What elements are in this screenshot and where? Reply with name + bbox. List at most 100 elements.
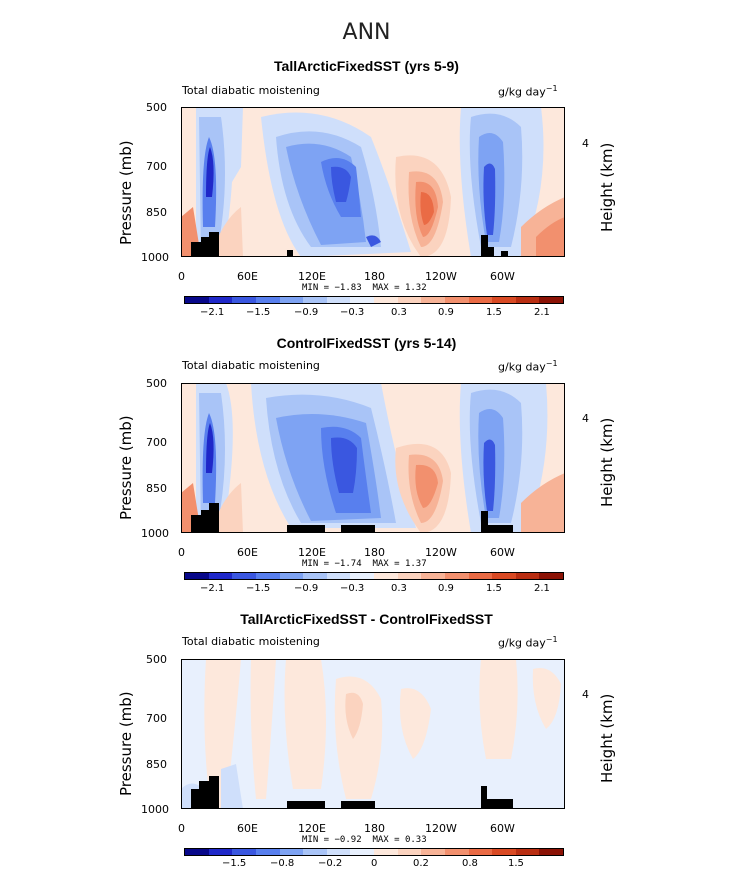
y-tick: 500 xyxy=(146,653,167,666)
colorbar-swatch xyxy=(303,297,327,303)
y-tick: 1000 xyxy=(141,251,169,264)
colorbar-label: 1.5 xyxy=(486,583,502,594)
colorbar-swatch xyxy=(374,297,398,303)
field-label: Total diabatic moistening xyxy=(182,635,320,648)
colorbar-label: 0.3 xyxy=(391,583,407,594)
colorbar-swatch xyxy=(515,573,540,579)
min-max-label: MIN = −0.92 MAX = 0.33 xyxy=(302,835,427,845)
colorbar-label: −0.9 xyxy=(294,307,319,318)
y-tick: 500 xyxy=(146,377,167,390)
panel-title: TallArcticFixedSST - ControlFixedSST xyxy=(240,611,493,627)
colorbar-swatch xyxy=(350,573,374,579)
y-axis-label-right: Height (km) xyxy=(598,142,616,232)
y-axis-label: Pressure (mb) xyxy=(117,415,135,520)
x-tick: 60W xyxy=(490,270,515,283)
colorbar-label: 0.3 xyxy=(391,307,407,318)
colorbar-label: 0.9 xyxy=(438,583,454,594)
colorbar-label: 1.5 xyxy=(508,858,524,869)
y-tick: 700 xyxy=(146,712,167,725)
contour-plot xyxy=(181,383,565,533)
x-tick: 120W xyxy=(425,546,457,559)
field-label: Total diabatic moistening xyxy=(182,84,320,97)
colorbar-swatch xyxy=(232,297,256,303)
colorbar-swatch xyxy=(185,849,209,855)
colorbar xyxy=(184,296,564,304)
y-tick-right: 4 xyxy=(582,412,589,425)
colorbar-swatch xyxy=(208,849,233,855)
panel-title: TallArcticFixedSST (yrs 5-9) xyxy=(274,58,459,74)
colorbar xyxy=(184,572,564,580)
colorbar-swatch xyxy=(326,573,351,579)
colorbar-swatch xyxy=(444,573,469,579)
y-tick: 1000 xyxy=(141,803,169,816)
contour-plot xyxy=(181,107,565,257)
colorbar-swatch xyxy=(326,849,351,855)
colorbar-swatch xyxy=(421,573,445,579)
colorbar-swatch xyxy=(421,297,445,303)
colorbar-label: 0.8 xyxy=(462,858,478,869)
colorbar-swatch xyxy=(397,849,422,855)
y-tick: 1000 xyxy=(141,527,169,540)
colorbar-label: 2.1 xyxy=(534,583,550,594)
colorbar-swatch xyxy=(208,297,233,303)
y-tick: 700 xyxy=(146,436,167,449)
figure-title: ANN xyxy=(342,20,391,45)
field-label: Total diabatic moistening xyxy=(182,359,320,372)
colorbar-label: 0.9 xyxy=(438,307,454,318)
colorbar-label: −0.3 xyxy=(340,307,365,318)
x-tick: 0 xyxy=(178,822,185,835)
colorbar-swatch xyxy=(303,573,327,579)
colorbar-swatch xyxy=(539,297,563,303)
colorbar-swatch xyxy=(232,849,256,855)
colorbar-swatch xyxy=(279,573,304,579)
units-label: g/kg day−1 xyxy=(498,359,558,374)
x-tick: 120E xyxy=(298,822,326,835)
y-tick: 850 xyxy=(146,482,167,495)
x-tick: 120E xyxy=(298,546,326,559)
colorbar-label: 1.5 xyxy=(486,307,502,318)
colorbar-swatch xyxy=(468,573,493,579)
colorbar-swatch xyxy=(492,849,516,855)
colorbar-swatch xyxy=(208,573,233,579)
colorbar-swatch xyxy=(397,297,422,303)
colorbar-label: −2.1 xyxy=(200,583,225,594)
colorbar-swatch xyxy=(350,297,374,303)
x-tick: 120W xyxy=(425,270,457,283)
min-max-label: MIN = −1.74 MAX = 1.37 xyxy=(302,559,427,569)
x-tick: 180 xyxy=(364,270,385,283)
colorbar-swatch xyxy=(255,849,280,855)
y-tick-right: 4 xyxy=(582,137,589,150)
colorbar xyxy=(184,848,564,856)
colorbar-swatch xyxy=(232,573,256,579)
y-axis-label-right: Height (km) xyxy=(598,693,616,783)
y-tick-right: 4 xyxy=(582,688,589,701)
colorbar-swatch xyxy=(539,849,563,855)
colorbar-swatch xyxy=(492,573,516,579)
colorbar-label: −1.5 xyxy=(246,307,271,318)
colorbar-swatch xyxy=(515,297,540,303)
x-tick: 60E xyxy=(237,270,258,283)
colorbar-swatch xyxy=(468,849,493,855)
x-tick: 0 xyxy=(178,546,185,559)
x-tick: 60W xyxy=(490,822,515,835)
contour-plot xyxy=(181,659,565,809)
y-axis-label-right: Height (km) xyxy=(598,417,616,507)
colorbar-swatch xyxy=(255,297,280,303)
colorbar-swatch xyxy=(326,297,351,303)
colorbar-swatch xyxy=(350,849,374,855)
min-max-label: MIN = −1.83 MAX = 1.32 xyxy=(302,283,427,293)
x-tick: 120W xyxy=(425,822,457,835)
y-axis-label: Pressure (mb) xyxy=(117,691,135,796)
colorbar-label: −1.5 xyxy=(222,858,247,869)
y-tick: 850 xyxy=(146,206,167,219)
colorbar-swatch xyxy=(374,573,398,579)
colorbar-label: 0.2 xyxy=(413,858,429,869)
colorbar-swatch xyxy=(397,573,422,579)
panel-title: ControlFixedSST (yrs 5-14) xyxy=(276,335,457,351)
colorbar-label: −0.9 xyxy=(294,583,319,594)
units-label: g/kg day−1 xyxy=(498,84,558,99)
colorbar-label: −1.5 xyxy=(246,583,271,594)
colorbar-swatch xyxy=(279,849,304,855)
colorbar-label: 0 xyxy=(371,858,378,869)
colorbar-swatch xyxy=(539,573,563,579)
